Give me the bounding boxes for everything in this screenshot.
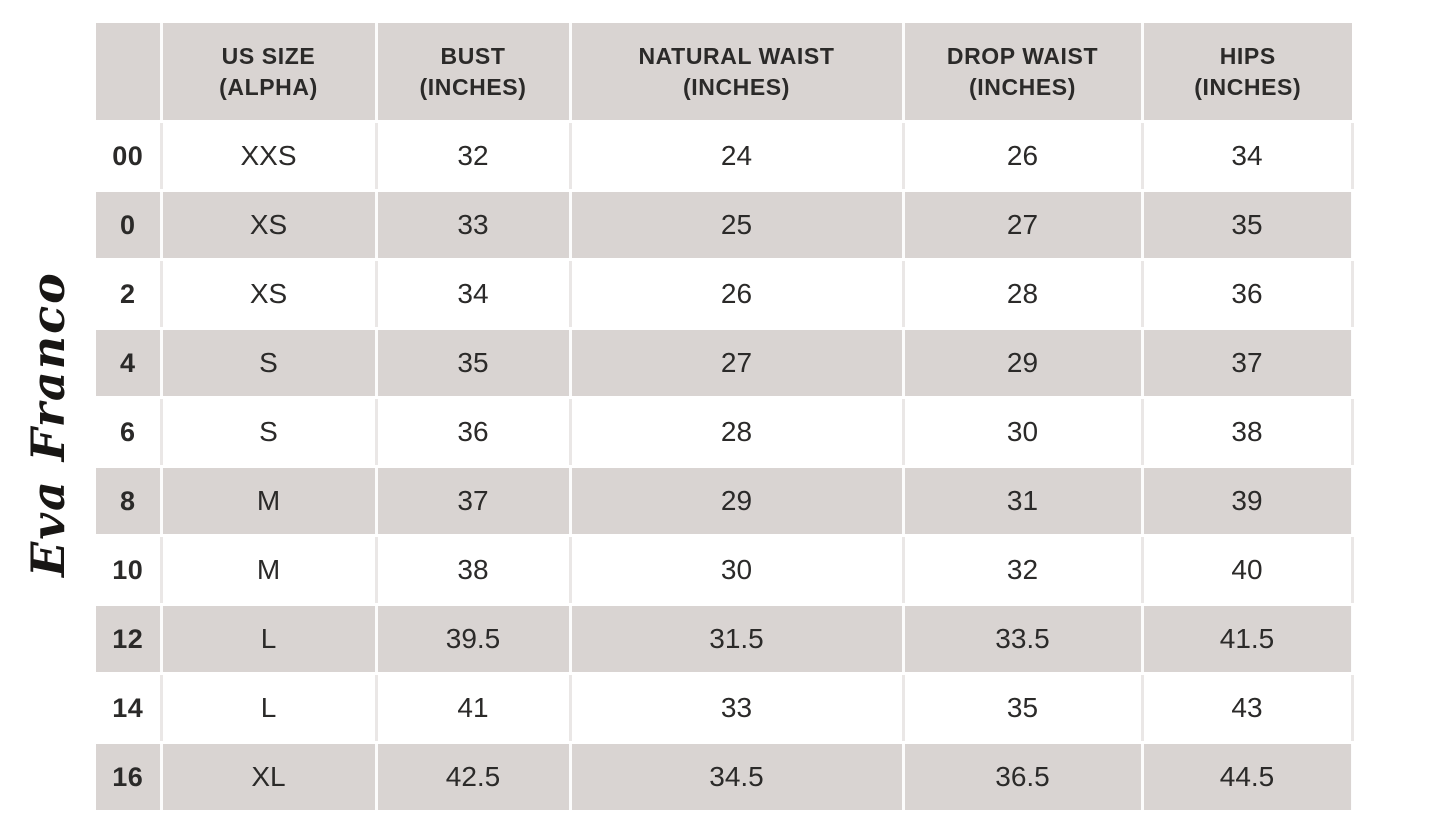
- column-header-hips: HIPS (INCHES): [1142, 23, 1352, 123]
- cell-bust: 42.5: [376, 742, 572, 813]
- table-row: 6 S 36 28 30 38: [96, 397, 1354, 468]
- cell-hips: 37: [1142, 328, 1354, 399]
- column-header-natural-waist: NATURAL WAIST (INCHES): [570, 23, 905, 123]
- cell-hips: 41.5: [1142, 604, 1354, 675]
- cell-us-size: 10: [96, 535, 163, 606]
- header-line1: US SIZE: [221, 42, 316, 69]
- cell-drop-waist: 32: [903, 535, 1144, 606]
- table-row: 16 XL 42.5 34.5 36.5 44.5: [96, 742, 1354, 813]
- cell-hips: 40: [1142, 535, 1354, 606]
- cell-us-size: 00: [96, 121, 163, 192]
- cell-hips: 39: [1142, 466, 1354, 537]
- column-header-bust: BUST (INCHES): [376, 23, 572, 123]
- cell-bust: 35: [376, 328, 572, 399]
- cell-natural-waist: 34.5: [570, 742, 905, 813]
- header-line1: NATURAL WAIST: [638, 42, 835, 69]
- cell-alpha-size: XXS: [161, 121, 378, 192]
- cell-alpha-size: XS: [161, 259, 378, 330]
- table-row: 14 L 41 33 35 43: [96, 673, 1354, 744]
- cell-us-size: 14: [96, 673, 163, 744]
- cell-drop-waist: 31: [903, 466, 1144, 537]
- table-row: 0 XS 33 25 27 35: [96, 190, 1354, 261]
- header-line2: (INCHES): [968, 73, 1077, 100]
- cell-bust: 33: [376, 190, 572, 261]
- cell-bust: 34: [376, 259, 572, 330]
- cell-natural-waist: 27: [570, 328, 905, 399]
- cell-bust: 32: [376, 121, 572, 192]
- cell-us-size: 6: [96, 397, 163, 468]
- cell-us-size: 0: [96, 190, 163, 261]
- cell-natural-waist: 28: [570, 397, 905, 468]
- cell-us-size: 8: [96, 466, 163, 537]
- header-line2: (INCHES): [1194, 73, 1302, 100]
- cell-hips: 36: [1142, 259, 1354, 330]
- cell-alpha-size: S: [161, 397, 378, 468]
- table-row: 12 L 39.5 31.5 33.5 41.5: [96, 604, 1354, 675]
- cell-alpha-size: XS: [161, 190, 378, 261]
- column-header-us-size: US SIZE (ALPHA): [161, 23, 378, 123]
- cell-drop-waist: 36.5: [903, 742, 1144, 813]
- cell-drop-waist: 30: [903, 397, 1144, 468]
- header-line2: (ALPHA): [219, 73, 318, 100]
- cell-bust: 39.5: [376, 604, 572, 675]
- header-line1: DROP WAIST: [946, 42, 1099, 69]
- header-line2: (INCHES): [419, 73, 527, 100]
- cell-drop-waist: 35: [903, 673, 1144, 744]
- cell-alpha-size: M: [161, 466, 378, 537]
- cell-alpha-size: XL: [161, 742, 378, 813]
- cell-alpha-size: L: [161, 604, 378, 675]
- cell-drop-waist: 28: [903, 259, 1144, 330]
- header-line1: BUST: [440, 42, 506, 69]
- cell-natural-waist: 30: [570, 535, 905, 606]
- cell-natural-waist: 31.5: [570, 604, 905, 675]
- cell-drop-waist: 27: [903, 190, 1144, 261]
- table-row: 10 M 38 30 32 40: [96, 535, 1354, 606]
- cell-bust: 36: [376, 397, 572, 468]
- cell-bust: 41: [376, 673, 572, 744]
- cell-drop-waist: 29: [903, 328, 1144, 399]
- cell-natural-waist: 26: [570, 259, 905, 330]
- cell-hips: 44.5: [1142, 742, 1354, 813]
- cell-hips: 34: [1142, 121, 1354, 192]
- cell-us-size: 4: [96, 328, 163, 399]
- cell-hips: 38: [1142, 397, 1354, 468]
- size-chart-table: US SIZE (ALPHA) BUST (INCHES) NATURAL WA…: [96, 23, 1354, 813]
- header-line2: (INCHES): [682, 73, 791, 100]
- cell-natural-waist: 29: [570, 466, 905, 537]
- header-line1: HIPS: [1219, 42, 1276, 69]
- cell-drop-waist: 26: [903, 121, 1144, 192]
- header-row: US SIZE (ALPHA) BUST (INCHES) NATURAL WA…: [96, 23, 1352, 123]
- cell-us-size: 2: [96, 259, 163, 330]
- cell-alpha-size: M: [161, 535, 378, 606]
- column-header-drop-waist: DROP WAIST (INCHES): [903, 23, 1144, 123]
- cell-us-size: 16: [96, 742, 163, 813]
- cell-bust: 38: [376, 535, 572, 606]
- cell-bust: 37: [376, 466, 572, 537]
- table-row: 00 XXS 32 24 26 34: [96, 121, 1354, 192]
- cell-natural-waist: 24: [570, 121, 905, 192]
- column-header-empty: [96, 23, 163, 123]
- table-row: 2 XS 34 26 28 36: [96, 259, 1354, 330]
- table-row: 8 M 37 29 31 39: [96, 466, 1354, 537]
- eva-franco-logo: Eva Franco: [21, 271, 75, 577]
- table-row: 4 S 35 27 29 37: [96, 328, 1354, 399]
- cell-us-size: 12: [96, 604, 163, 675]
- cell-hips: 43: [1142, 673, 1354, 744]
- cell-drop-waist: 33.5: [903, 604, 1144, 675]
- cell-alpha-size: S: [161, 328, 378, 399]
- cell-natural-waist: 33: [570, 673, 905, 744]
- cell-alpha-size: L: [161, 673, 378, 744]
- cell-hips: 35: [1142, 190, 1354, 261]
- cell-natural-waist: 25: [570, 190, 905, 261]
